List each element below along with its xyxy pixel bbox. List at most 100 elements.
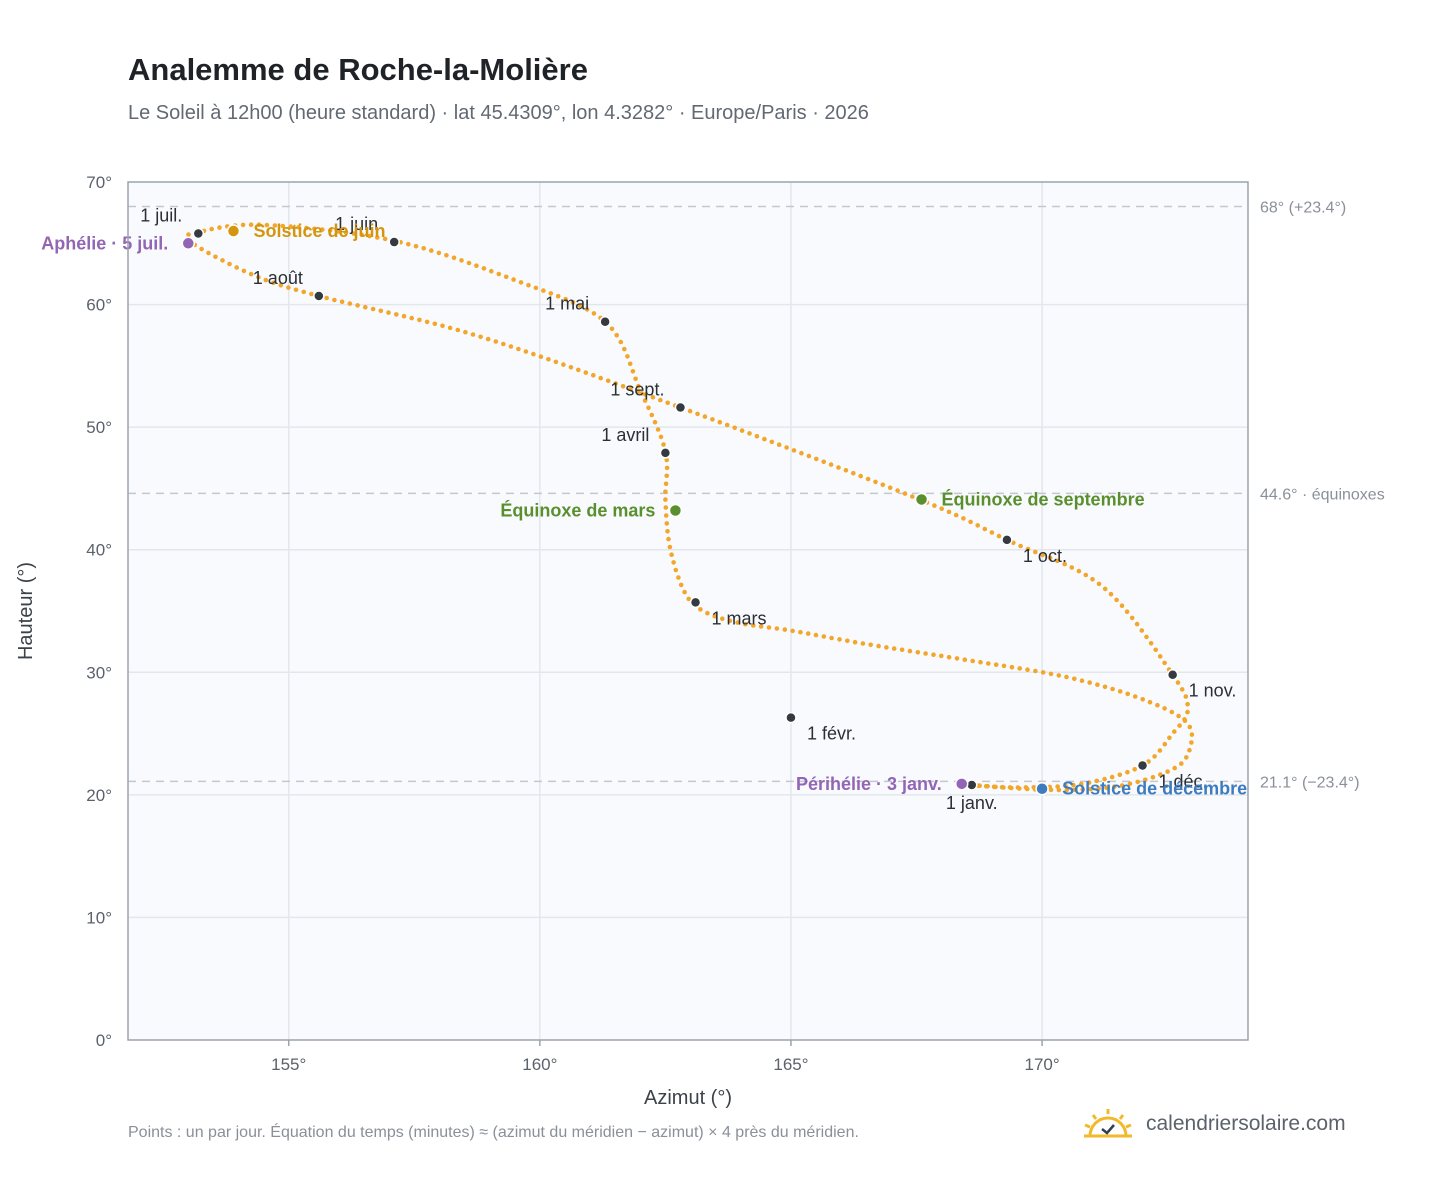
month-label: 1 mars	[712, 608, 767, 628]
month-marker	[659, 447, 672, 459]
daily-sun-point	[1167, 735, 1172, 741]
daily-sun-point	[367, 233, 372, 239]
month-label: 1 janv.	[946, 793, 998, 813]
daily-sun-point	[983, 784, 989, 789]
daily-sun-point	[496, 271, 502, 277]
daily-sun-point	[828, 462, 834, 467]
daily-sun-point	[664, 521, 670, 526]
daily-sun-point	[1064, 787, 1070, 793]
daily-sun-point	[1009, 664, 1015, 670]
event-marker	[226, 224, 241, 238]
daily-sun-point	[946, 654, 952, 660]
daily-sun-point	[1147, 699, 1153, 705]
daily-sun-point	[1096, 581, 1102, 587]
daily-sun-point	[421, 246, 427, 251]
daily-sun-point	[732, 425, 737, 431]
daily-sun-point	[667, 544, 673, 550]
daily-sun-point	[1102, 684, 1108, 690]
daily-sun-point	[561, 362, 566, 367]
daily-sun-point	[821, 459, 826, 465]
daily-sun-point	[669, 552, 674, 557]
x-tick-label: 155°	[271, 1055, 306, 1074]
daily-sun-point	[678, 582, 684, 588]
daily-sun-point	[1157, 654, 1163, 659]
daily-sun-point	[463, 329, 468, 335]
daily-sun-point	[1129, 615, 1135, 621]
month-label: 1 juin	[335, 214, 378, 234]
daily-sun-point	[1152, 754, 1157, 759]
brand-name: calendriersolaire.com	[1146, 1112, 1346, 1135]
daily-sun-point	[1158, 772, 1163, 777]
daily-sun-point	[432, 321, 438, 327]
event-label: Périhélie · 3 janv.	[796, 774, 942, 794]
daily-sun-point	[1047, 555, 1053, 561]
month-label: 1 avril	[601, 425, 649, 445]
event-label: Aphélie · 5 juil.	[41, 233, 168, 253]
daily-sun-point	[663, 497, 668, 502]
daily-sun-point	[591, 373, 596, 378]
daily-sun-point	[982, 526, 988, 532]
event-markers: Solstice de juin Aphélie · 5 juil. Équinox…	[41, 221, 1247, 799]
daily-sun-point	[217, 225, 222, 230]
daily-sun-point	[991, 784, 997, 790]
y-tick-label: 50°	[86, 418, 112, 437]
daily-sun-point	[622, 346, 627, 352]
daily-sun-point	[1015, 785, 1021, 790]
daily-sun-point	[1056, 673, 1062, 678]
daily-sun-point	[1071, 782, 1076, 788]
daily-sun-point	[1114, 597, 1119, 603]
daily-sun-point	[256, 222, 262, 227]
daily-sun-point	[548, 291, 554, 296]
daily-sun-point	[671, 560, 676, 565]
daily-sun-point	[735, 620, 740, 625]
daily-sun-point	[880, 482, 886, 488]
daily-sun-point	[673, 567, 679, 573]
daily-sun-point	[776, 442, 782, 448]
daily-sun-point	[1023, 785, 1029, 790]
daily-sun-point	[907, 648, 913, 654]
brand[interactable]: calendriersolaire.com	[1082, 1104, 1346, 1144]
daily-sun-point	[799, 450, 804, 456]
daily-sun-point	[1124, 609, 1130, 614]
daily-sun-point	[1185, 709, 1190, 715]
daily-sun-point	[1127, 781, 1133, 787]
daily-sun-point	[1165, 769, 1170, 774]
daily-sun-point	[643, 392, 648, 397]
daily-sun-point	[293, 287, 299, 293]
daily-sun-point	[1169, 709, 1175, 715]
daily-sun-point	[1072, 787, 1078, 793]
daily-sun-point	[627, 361, 633, 367]
daily-sun-point	[1140, 697, 1145, 702]
daily-sun-point	[1025, 546, 1031, 552]
daily-sun-point	[206, 250, 211, 256]
daily-sun-point	[264, 222, 270, 228]
daily-sun-point	[436, 250, 442, 256]
daily-sun-point	[1176, 713, 1181, 719]
daily-sun-point	[1175, 680, 1181, 685]
daily-sun-point	[455, 327, 461, 333]
daily-sun-point	[646, 405, 651, 411]
daily-sun-point	[591, 311, 597, 316]
daily-sun-point	[186, 232, 191, 237]
daily-sun-point	[758, 624, 764, 629]
daily-sun-point	[1182, 717, 1187, 722]
daily-sun-point	[666, 536, 671, 542]
daily-sun-point	[470, 332, 476, 337]
daily-sun-point	[1109, 774, 1115, 780]
daily-sun-point	[424, 319, 430, 325]
daily-sun-point	[806, 453, 812, 459]
daily-sun-point	[240, 222, 246, 228]
daily-sun-point	[813, 632, 819, 638]
daily-sun-point	[378, 308, 384, 314]
daily-sun-point	[1119, 603, 1125, 608]
daily-sun-point	[1183, 694, 1189, 699]
daily-sun-point	[698, 607, 703, 612]
daily-sun-point	[865, 476, 871, 482]
daily-sun-point	[661, 442, 666, 447]
daily-sun-point	[614, 332, 619, 338]
daily-sun-point	[975, 523, 980, 528]
daily-sun-point	[538, 354, 544, 360]
daily-sun-point	[1001, 663, 1007, 669]
daily-sun-point	[915, 650, 921, 655]
month-label: 1 juil.	[140, 205, 182, 225]
